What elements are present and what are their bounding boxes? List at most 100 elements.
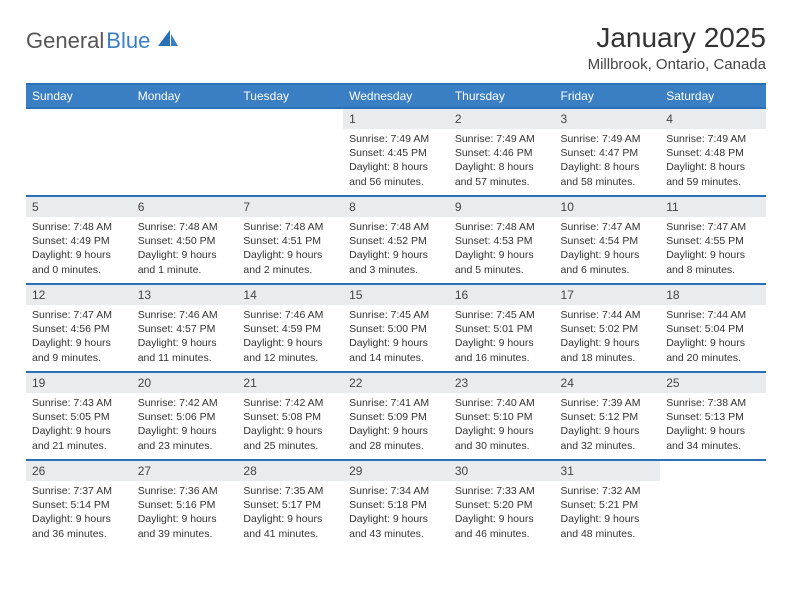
sunrise-line: Sunrise: 7:46 AM (138, 308, 232, 322)
day-number: 30 (449, 461, 555, 481)
sunset-line: Sunset: 4:49 PM (32, 234, 126, 248)
day-number: 11 (660, 197, 766, 217)
day-number: 22 (343, 373, 449, 393)
calendar-cell: 4Sunrise: 7:49 AMSunset: 4:48 PMDaylight… (660, 108, 766, 196)
calendar-cell: 31Sunrise: 7:32 AMSunset: 5:21 PMDayligh… (555, 460, 661, 548)
sail-icon (156, 28, 180, 54)
daylight-line-1: Daylight: 8 hours (349, 160, 443, 174)
daylight-line-2: and 1 minute. (138, 263, 232, 277)
day-details: Sunrise: 7:43 AMSunset: 5:05 PMDaylight:… (26, 393, 132, 457)
day-number: 29 (343, 461, 449, 481)
daylight-line-1: Daylight: 9 hours (138, 248, 232, 262)
sunrise-line: Sunrise: 7:46 AM (243, 308, 337, 322)
day-details: Sunrise: 7:45 AMSunset: 5:01 PMDaylight:… (449, 305, 555, 369)
daylight-line-2: and 23 minutes. (138, 439, 232, 453)
sunrise-line: Sunrise: 7:42 AM (243, 396, 337, 410)
day-number: 13 (132, 285, 238, 305)
sunset-line: Sunset: 5:13 PM (666, 410, 760, 424)
daylight-line-2: and 43 minutes. (349, 527, 443, 541)
weekday-friday: Friday (555, 84, 661, 108)
sunset-line: Sunset: 4:46 PM (455, 146, 549, 160)
calendar-table: Sunday Monday Tuesday Wednesday Thursday… (26, 83, 766, 548)
sunset-line: Sunset: 4:55 PM (666, 234, 760, 248)
weekday-wednesday: Wednesday (343, 84, 449, 108)
sunset-line: Sunset: 5:18 PM (349, 498, 443, 512)
sunrise-line: Sunrise: 7:44 AM (561, 308, 655, 322)
daylight-line-2: and 28 minutes. (349, 439, 443, 453)
daylight-line-2: and 57 minutes. (455, 175, 549, 189)
sunset-line: Sunset: 5:01 PM (455, 322, 549, 336)
calendar-cell: 24Sunrise: 7:39 AMSunset: 5:12 PMDayligh… (555, 372, 661, 460)
sunset-line: Sunset: 5:06 PM (138, 410, 232, 424)
sunrise-line: Sunrise: 7:45 AM (349, 308, 443, 322)
brand-logo: GeneralBlue (26, 22, 180, 54)
calendar-cell: 9Sunrise: 7:48 AMSunset: 4:53 PMDaylight… (449, 196, 555, 284)
day-details: Sunrise: 7:48 AMSunset: 4:50 PMDaylight:… (132, 217, 238, 281)
sunset-line: Sunset: 5:17 PM (243, 498, 337, 512)
sunset-line: Sunset: 5:02 PM (561, 322, 655, 336)
daylight-line-2: and 5 minutes. (455, 263, 549, 277)
day-details: Sunrise: 7:40 AMSunset: 5:10 PMDaylight:… (449, 393, 555, 457)
daylight-line-1: Daylight: 9 hours (243, 424, 337, 438)
sunset-line: Sunset: 5:05 PM (32, 410, 126, 424)
weekday-saturday: Saturday (660, 84, 766, 108)
sunrise-line: Sunrise: 7:32 AM (561, 484, 655, 498)
daylight-line-1: Daylight: 8 hours (561, 160, 655, 174)
day-details: Sunrise: 7:42 AMSunset: 5:08 PMDaylight:… (237, 393, 343, 457)
weekday-sunday: Sunday (26, 84, 132, 108)
sunrise-line: Sunrise: 7:33 AM (455, 484, 549, 498)
weekday-monday: Monday (132, 84, 238, 108)
calendar-week-row: 1Sunrise: 7:49 AMSunset: 4:45 PMDaylight… (26, 108, 766, 196)
sunrise-line: Sunrise: 7:41 AM (349, 396, 443, 410)
daylight-line-1: Daylight: 9 hours (349, 512, 443, 526)
daylight-line-1: Daylight: 9 hours (666, 424, 760, 438)
calendar-week-row: 12Sunrise: 7:47 AMSunset: 4:56 PMDayligh… (26, 284, 766, 372)
day-details: Sunrise: 7:46 AMSunset: 4:59 PMDaylight:… (237, 305, 343, 369)
day-details: Sunrise: 7:47 AMSunset: 4:55 PMDaylight:… (660, 217, 766, 281)
daylight-line-2: and 25 minutes. (243, 439, 337, 453)
page-header: GeneralBlue January 2025 Millbrook, Onta… (26, 22, 766, 73)
day-number: 9 (449, 197, 555, 217)
day-number: 20 (132, 373, 238, 393)
day-details: Sunrise: 7:48 AMSunset: 4:52 PMDaylight:… (343, 217, 449, 281)
calendar-cell: 21Sunrise: 7:42 AMSunset: 5:08 PMDayligh… (237, 372, 343, 460)
day-number: 1 (343, 109, 449, 129)
calendar-cell (237, 108, 343, 196)
day-details: Sunrise: 7:49 AMSunset: 4:45 PMDaylight:… (343, 129, 449, 193)
day-details: Sunrise: 7:47 AMSunset: 4:56 PMDaylight:… (26, 305, 132, 369)
day-number: 28 (237, 461, 343, 481)
sunset-line: Sunset: 5:08 PM (243, 410, 337, 424)
sunrise-line: Sunrise: 7:48 AM (138, 220, 232, 234)
daylight-line-1: Daylight: 9 hours (561, 512, 655, 526)
daylight-line-2: and 0 minutes. (32, 263, 126, 277)
day-details: Sunrise: 7:48 AMSunset: 4:49 PMDaylight:… (26, 217, 132, 281)
daylight-line-2: and 46 minutes. (455, 527, 549, 541)
calendar-cell: 19Sunrise: 7:43 AMSunset: 5:05 PMDayligh… (26, 372, 132, 460)
day-number: 5 (26, 197, 132, 217)
daylight-line-1: Daylight: 9 hours (349, 424, 443, 438)
daylight-line-2: and 18 minutes. (561, 351, 655, 365)
daylight-line-2: and 39 minutes. (138, 527, 232, 541)
daylight-line-2: and 34 minutes. (666, 439, 760, 453)
day-details: Sunrise: 7:36 AMSunset: 5:16 PMDaylight:… (132, 481, 238, 545)
sunrise-line: Sunrise: 7:34 AM (349, 484, 443, 498)
daylight-line-1: Daylight: 9 hours (455, 424, 549, 438)
daylight-line-2: and 14 minutes. (349, 351, 443, 365)
daylight-line-2: and 56 minutes. (349, 175, 443, 189)
calendar-cell (132, 108, 238, 196)
weekday-thursday: Thursday (449, 84, 555, 108)
calendar-cell: 5Sunrise: 7:48 AMSunset: 4:49 PMDaylight… (26, 196, 132, 284)
daylight-line-2: and 6 minutes. (561, 263, 655, 277)
day-details: Sunrise: 7:46 AMSunset: 4:57 PMDaylight:… (132, 305, 238, 369)
sunset-line: Sunset: 4:59 PM (243, 322, 337, 336)
day-number: 6 (132, 197, 238, 217)
day-number: 14 (237, 285, 343, 305)
calendar-cell: 30Sunrise: 7:33 AMSunset: 5:20 PMDayligh… (449, 460, 555, 548)
daylight-line-1: Daylight: 8 hours (455, 160, 549, 174)
calendar-cell: 28Sunrise: 7:35 AMSunset: 5:17 PMDayligh… (237, 460, 343, 548)
daylight-line-2: and 36 minutes. (32, 527, 126, 541)
sunset-line: Sunset: 4:52 PM (349, 234, 443, 248)
day-number: 27 (132, 461, 238, 481)
sunrise-line: Sunrise: 7:42 AM (138, 396, 232, 410)
calendar-body: 1Sunrise: 7:49 AMSunset: 4:45 PMDaylight… (26, 108, 766, 548)
